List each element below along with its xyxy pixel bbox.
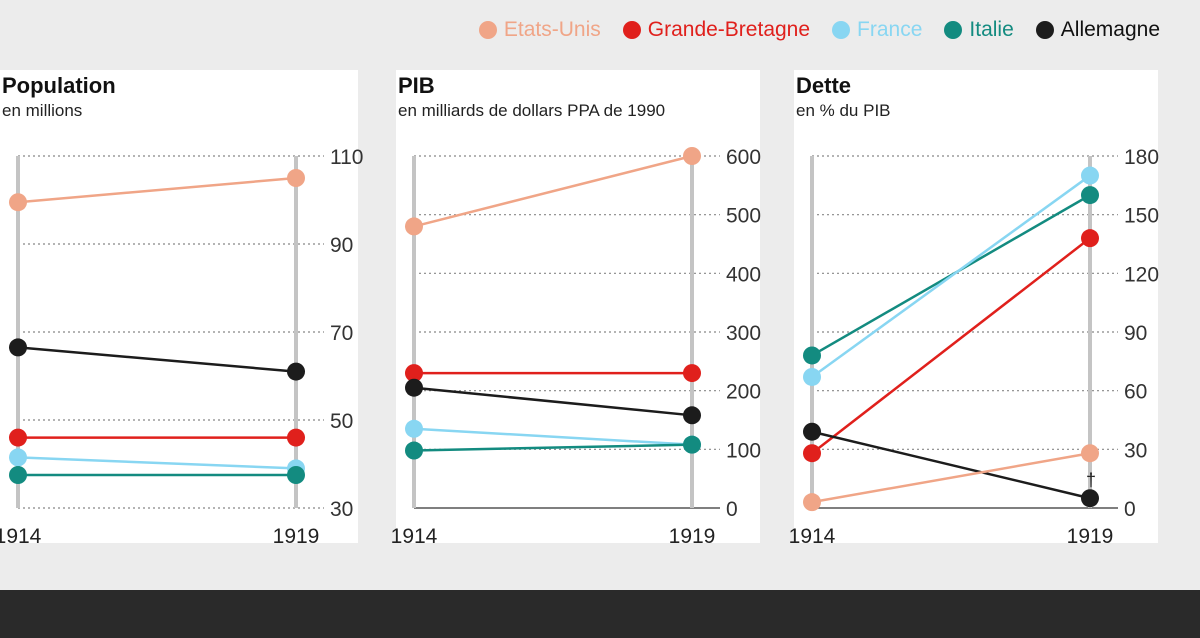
y-tick-label: 30 bbox=[1124, 439, 1147, 462]
data-point bbox=[1081, 444, 1099, 463]
legend-item: Italie bbox=[944, 18, 1014, 42]
data-point bbox=[803, 422, 821, 441]
y-tick-label: 60 bbox=[1124, 381, 1147, 404]
data-point bbox=[803, 444, 821, 463]
data-point bbox=[1081, 229, 1099, 248]
y-tick-label: 30 bbox=[330, 498, 353, 521]
x-tick-label: 1919 bbox=[669, 525, 716, 548]
legend-dot-icon bbox=[478, 21, 497, 39]
pib-panel: PIB en milliards de dollars PPA de 1990 … bbox=[391, 70, 761, 548]
population-chart: 110 90 70 50 30 1914 1919 bbox=[0, 146, 363, 548]
series-line bbox=[413, 443, 693, 452]
legend-label: Italie bbox=[969, 18, 1014, 41]
data-point bbox=[287, 466, 305, 484]
data-point bbox=[287, 428, 305, 447]
data-point bbox=[405, 364, 423, 383]
legend-dot-icon bbox=[832, 21, 851, 39]
data-point bbox=[405, 378, 423, 397]
data-point bbox=[9, 193, 27, 212]
data-point bbox=[9, 466, 27, 484]
data-point bbox=[683, 364, 701, 383]
footer-bar bbox=[0, 590, 1200, 638]
data-point bbox=[1081, 186, 1099, 205]
y-tick-label: 0 bbox=[726, 498, 738, 521]
y-tick-label: 300 bbox=[726, 322, 761, 345]
panel-subtitle: en % du PIB bbox=[796, 101, 891, 120]
y-tick-label: 150 bbox=[1124, 205, 1159, 228]
series-line bbox=[413, 427, 693, 446]
x-tick-label: 1919 bbox=[273, 525, 320, 548]
data-point bbox=[287, 362, 305, 381]
series-line bbox=[413, 386, 693, 417]
series-line bbox=[811, 430, 1091, 500]
panel-subtitle: en milliards de dollars PPA de 1990 bbox=[398, 101, 666, 120]
legend-item: Allemagne bbox=[1035, 18, 1160, 42]
dette-panel: Dette en % du PIB 180 150 120 90 60 30 0 1914 19… bbox=[789, 70, 1159, 548]
annotation-dagger: † bbox=[1086, 470, 1096, 490]
y-tick-label: 400 bbox=[726, 263, 761, 286]
y-tick-label: 600 bbox=[726, 146, 761, 169]
legend-item: Etats-Unis bbox=[478, 18, 601, 42]
legend-label: Allemagne bbox=[1060, 18, 1160, 41]
legend-label: France bbox=[857, 18, 923, 41]
y-tick-label: 180 bbox=[1124, 146, 1159, 169]
data-point bbox=[683, 435, 701, 454]
data-point bbox=[1081, 489, 1099, 508]
y-tick-label: 200 bbox=[726, 381, 761, 404]
panel-title: PIB bbox=[398, 73, 435, 98]
data-point bbox=[1081, 166, 1099, 185]
data-point bbox=[9, 448, 27, 467]
y-tick-label: 110 bbox=[330, 146, 363, 169]
series-line bbox=[413, 154, 693, 228]
pib-chart: 600 500 400 300 200 100 0 1914 1919 bbox=[391, 146, 761, 548]
dette-chart: 180 150 120 90 60 30 0 1914 1919 † bbox=[789, 146, 1159, 548]
y-tick-label: 90 bbox=[1124, 322, 1147, 345]
data-point bbox=[9, 428, 27, 447]
legend-item: France bbox=[832, 18, 922, 42]
x-tick-label: 1919 bbox=[1067, 525, 1114, 548]
y-tick-label: 120 bbox=[1124, 263, 1159, 286]
data-point bbox=[683, 406, 701, 425]
y-tick-label: 50 bbox=[330, 410, 353, 433]
y-tick-label: 90 bbox=[330, 234, 353, 257]
series-line bbox=[17, 456, 297, 470]
data-point bbox=[405, 441, 423, 460]
legend-dot-icon bbox=[944, 21, 963, 39]
data-point bbox=[683, 147, 701, 165]
x-tick-label: 1914 bbox=[0, 525, 42, 548]
data-point bbox=[405, 217, 423, 236]
legend-label: Grande-Bretagne bbox=[647, 18, 811, 41]
data-point bbox=[803, 367, 821, 386]
legend-item: Grande-Bretagne bbox=[622, 18, 811, 42]
legend-dot-icon bbox=[1035, 21, 1054, 39]
legend: Etats-Unis Grande-Bretagne France Italie All… bbox=[478, 18, 1160, 42]
panel-title: Population bbox=[2, 73, 116, 98]
legend-dot-icon bbox=[622, 21, 641, 39]
series-line bbox=[17, 346, 297, 373]
panel-subtitle: en millions bbox=[2, 101, 83, 120]
x-tick-label: 1914 bbox=[789, 525, 836, 548]
y-tick-label: 100 bbox=[726, 439, 761, 462]
series-line bbox=[811, 452, 1091, 504]
series-line bbox=[811, 174, 1091, 378]
data-point bbox=[287, 169, 305, 187]
series-line bbox=[17, 176, 297, 204]
series-line bbox=[811, 237, 1091, 455]
panel-title: Dette bbox=[796, 73, 852, 98]
data-point bbox=[803, 493, 821, 512]
data-point bbox=[803, 346, 821, 365]
y-tick-label: 0 bbox=[1124, 498, 1136, 521]
y-tick-label: 500 bbox=[726, 205, 761, 228]
data-point bbox=[405, 419, 423, 438]
legend-label: Etats-Unis bbox=[503, 18, 601, 41]
y-tick-label: 70 bbox=[330, 322, 353, 345]
population-panel: Population en millions 110 90 70 50 30 1914 19… bbox=[0, 70, 363, 548]
x-tick-label: 1914 bbox=[391, 525, 438, 548]
data-point bbox=[9, 338, 27, 357]
